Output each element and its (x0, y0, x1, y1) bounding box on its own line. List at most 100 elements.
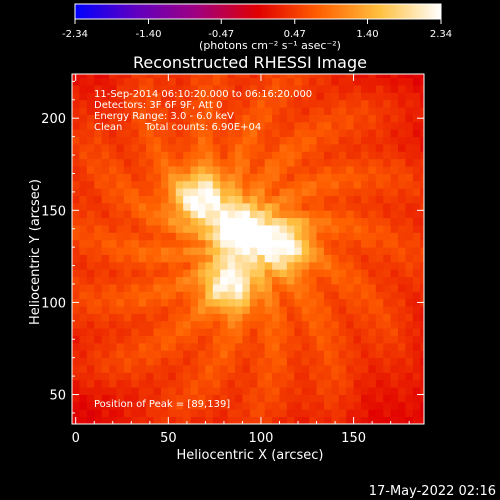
heatmap-cell (249, 92, 258, 101)
heatmap-cell (353, 394, 362, 403)
heatmap-cell (257, 158, 266, 167)
heatmap-cell (398, 342, 406, 351)
heatmap-cell (205, 129, 214, 138)
heatmap-cell (316, 121, 325, 130)
heatmap-cell (212, 129, 221, 138)
heatmap-cell (94, 180, 103, 189)
heatmap-cell (146, 261, 154, 270)
heatmap-cell (242, 144, 251, 152)
heatmap-cell (412, 387, 421, 395)
heatmap-cell (323, 416, 332, 424)
heatmap-cell (235, 107, 243, 115)
heatmap-cell (272, 180, 280, 189)
heatmap-cell (160, 335, 169, 344)
heatmap-cell (249, 328, 258, 336)
heatmap-cell (412, 188, 421, 196)
heatmap-cell (212, 313, 221, 322)
heatmap-cell (123, 298, 132, 307)
heatmap-cell (309, 121, 317, 130)
heatmap-cell (375, 166, 384, 174)
heatmap-cell (383, 313, 392, 322)
heatmap-cell (220, 379, 229, 388)
heatmap-cell (190, 107, 199, 115)
y-tick-label: 150 (41, 204, 66, 219)
heatmap-cell (346, 284, 354, 292)
heatmap-cell (94, 365, 103, 373)
heatmap-cell (212, 379, 221, 388)
heatmap-cell (168, 342, 177, 351)
heatmap-cell (220, 269, 229, 278)
heatmap-cell (123, 284, 132, 292)
heatmap-cell (220, 166, 229, 174)
heatmap-cell (131, 328, 140, 336)
heatmap-cell (383, 350, 392, 359)
heatmap-cell (279, 269, 288, 278)
heatmap-cell (146, 298, 154, 307)
heatmap-cell (94, 99, 103, 108)
heatmap-cell (205, 239, 214, 248)
heatmap-cell (301, 387, 310, 395)
heatmap-cell (138, 320, 147, 329)
heatmap-cell (109, 92, 117, 101)
heatmap-cell (286, 99, 295, 108)
heatmap-cell (212, 121, 221, 130)
heatmap-cell (131, 92, 140, 101)
heatmap-cell (86, 74, 95, 79)
heatmap-cell (101, 269, 110, 278)
heatmap-cell (316, 276, 325, 285)
heatmap-cell (227, 217, 236, 226)
heatmap-cell (175, 166, 184, 174)
heatmap-cell (272, 195, 280, 204)
heatmap-cell (353, 217, 362, 226)
heatmap-cell (183, 379, 191, 388)
heatmap-cell (316, 320, 325, 329)
heatmap-cell (383, 195, 392, 204)
heatmap-cell (242, 173, 251, 182)
heatmap-cell (323, 350, 332, 359)
heatmap-cell (116, 136, 125, 145)
heatmap-cell (323, 136, 332, 145)
heatmap-cell (368, 151, 377, 160)
heatmap-cell (190, 114, 199, 123)
heatmap-cell (286, 291, 295, 300)
heatmap-cell (116, 320, 125, 329)
heatmap-cell (405, 387, 414, 395)
heatmap-cell (131, 166, 140, 174)
heatmap-cell (331, 210, 340, 219)
heatmap-cell (131, 284, 140, 292)
heatmap-cell (146, 77, 154, 86)
heatmap-cell (101, 151, 110, 160)
heatmap-cell (183, 195, 191, 204)
heatmap-cell (183, 129, 191, 138)
heatmap-cell (309, 372, 317, 381)
heatmap-cell (153, 107, 162, 115)
heatmap-cell (101, 210, 110, 219)
heatmap-cell (294, 320, 303, 329)
heatmap-cell (294, 107, 303, 115)
heatmap-cell (301, 372, 310, 381)
heatmap-cell (286, 195, 295, 204)
heatmap-cell (235, 210, 243, 219)
heatmap-cell (405, 328, 414, 336)
heatmap-cell (72, 342, 80, 351)
heatmap-cell (116, 269, 125, 278)
heatmap-cell (101, 291, 110, 300)
heatmap-cell (412, 180, 421, 189)
heatmap-cell (338, 254, 347, 263)
heatmap-cell (264, 313, 273, 322)
heatmap-cell (175, 217, 184, 226)
heatmap-cell (353, 320, 362, 329)
heatmap-cell (405, 261, 414, 270)
heatmap-cell (86, 313, 95, 322)
heatmap-cell (190, 306, 199, 314)
heatmap-cell (131, 121, 140, 130)
heatmap-cell (168, 254, 177, 263)
heatmap-cell (383, 387, 392, 395)
heatmap-cell (390, 394, 399, 403)
heatmap-cell (331, 121, 340, 130)
heatmap-cell (338, 416, 347, 424)
heatmap-cell (264, 247, 273, 255)
heatmap-cell (323, 195, 332, 204)
heatmap-cell (190, 166, 199, 174)
heatmap-cell (323, 379, 332, 388)
